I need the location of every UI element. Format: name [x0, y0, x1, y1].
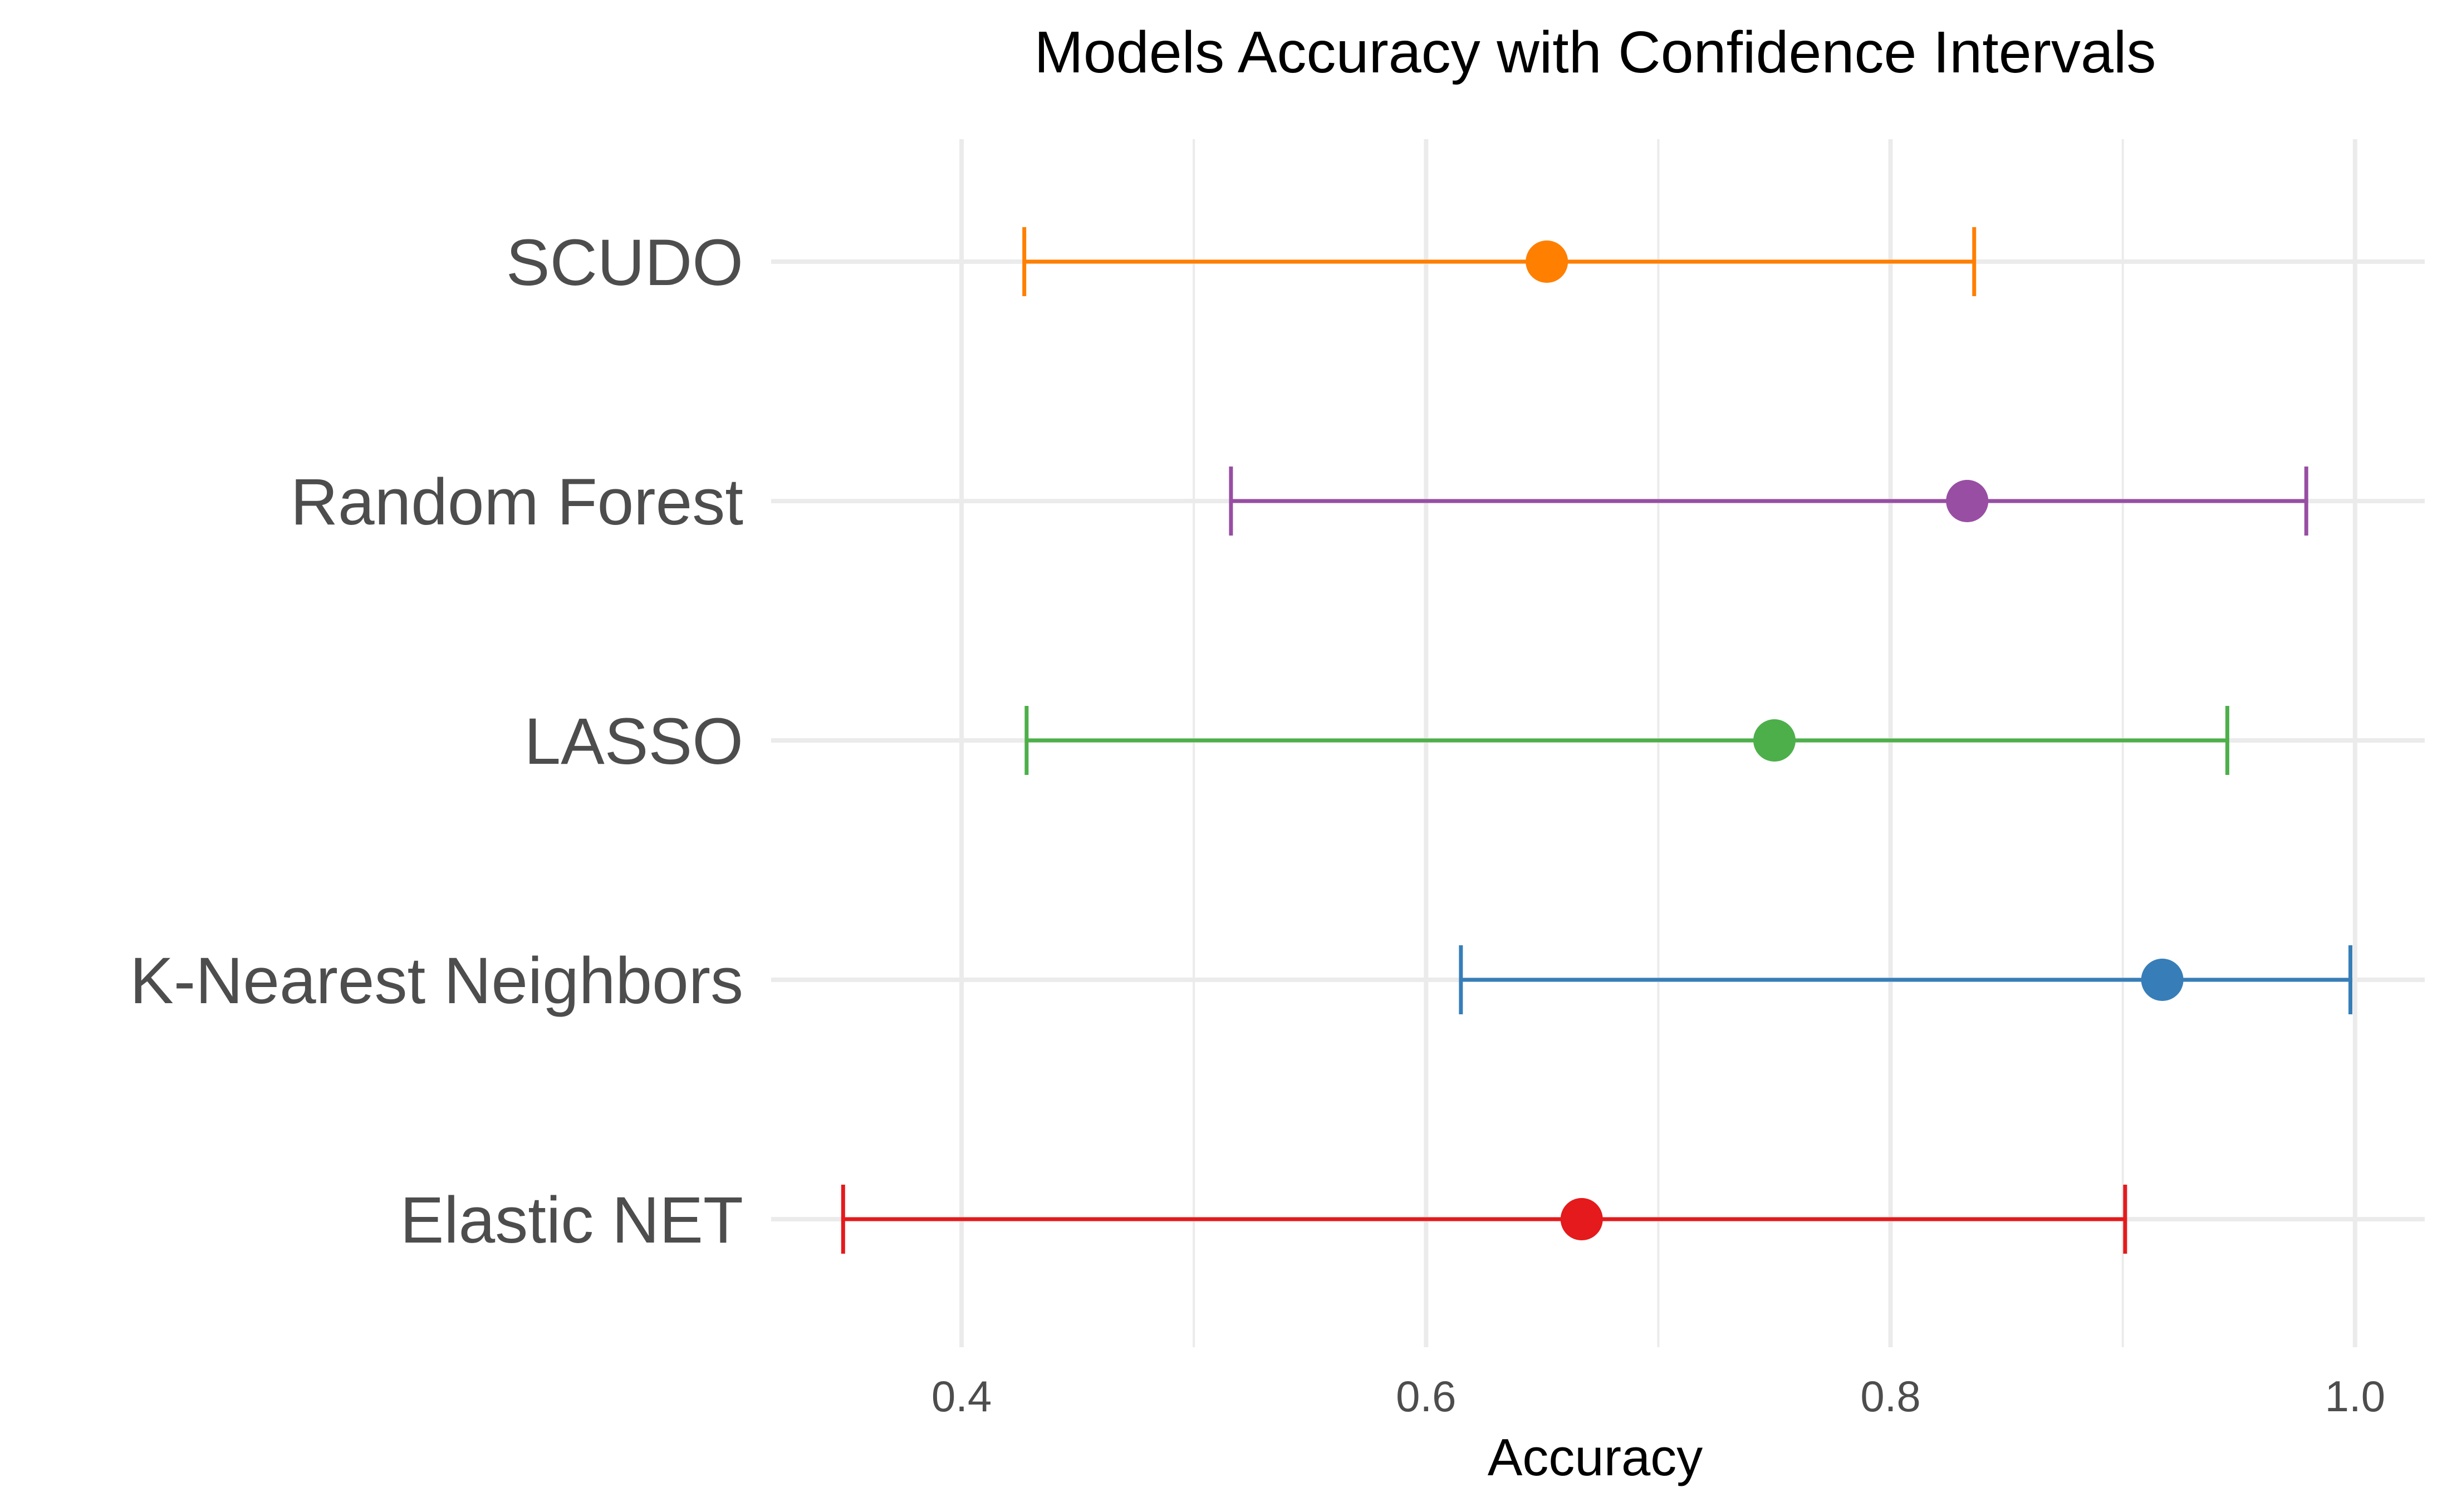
x-tick-label: 0.8: [1860, 1372, 1920, 1421]
x-tick-label: 1.0: [2325, 1372, 2385, 1421]
accuracy-point: [1753, 719, 1796, 762]
accuracy-point: [1526, 240, 1568, 283]
accuracy-point: [1946, 480, 1989, 522]
category-labels: SCUDO Random Forest LASSO K-Nearest Neighbo…: [130, 226, 743, 1257]
grid: [771, 139, 2425, 1347]
error-bar-group: [1024, 706, 2229, 775]
category-label: Elastic NET: [400, 1184, 743, 1257]
error-bar-group: [1459, 945, 2353, 1014]
accuracy-point: [2141, 959, 2184, 1001]
x-axis-title: Accuracy: [1488, 1428, 1703, 1486]
chart-title: Models Accuracy with Confidence Interval…: [1034, 19, 2156, 85]
x-tick-label: 0.4: [931, 1372, 992, 1421]
error-bar-group: [841, 1185, 2127, 1254]
category-label: Random Forest: [291, 465, 743, 539]
error-bar-group: [1022, 227, 1977, 296]
accuracy-point: [1560, 1198, 1603, 1240]
x-tick-labels: 0.4 0.6 0.8 1.0: [931, 1372, 2385, 1421]
x-tick-label: 0.6: [1396, 1372, 1456, 1421]
category-label: SCUDO: [506, 226, 743, 300]
category-label: LASSO: [524, 705, 743, 778]
category-label: K-Nearest Neighbors: [130, 944, 743, 1018]
error-bars: [841, 227, 2353, 1254]
error-bar-group: [1229, 467, 2308, 536]
